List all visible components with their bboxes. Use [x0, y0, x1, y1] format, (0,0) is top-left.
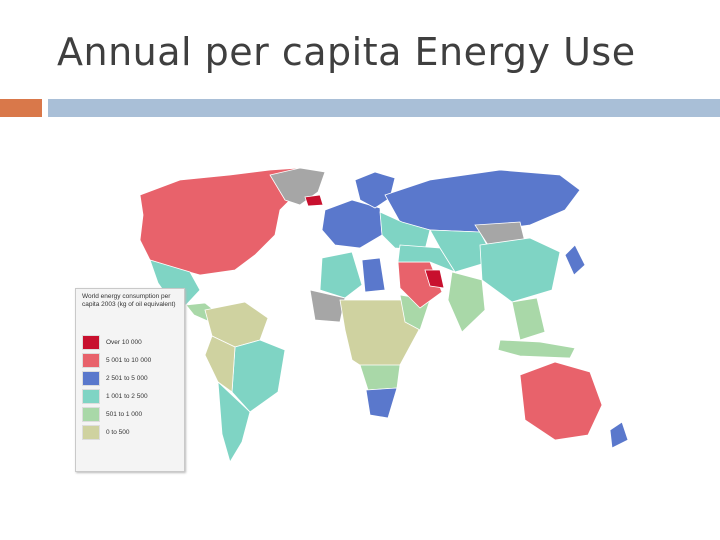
legend-list: Over 10 000 5 001 to 10 000 2 501 to 5 0…: [82, 333, 151, 441]
legend-swatch: [82, 406, 100, 422]
legend-label: Over 10 000: [106, 338, 142, 346]
legend-swatch: [82, 334, 100, 350]
region-sahara: [309, 289, 346, 323]
region-canada-usa: [139, 167, 301, 276]
region-gulf-states: [424, 269, 445, 289]
world-map: World energy consumption per capita 2003…: [0, 150, 720, 480]
legend-label: 501 to 1 000: [106, 410, 143, 418]
legend-swatch: [82, 388, 100, 404]
legend-swatch: [82, 352, 100, 368]
region-libya: [361, 257, 386, 293]
legend-label: 1 001 to 2 500: [106, 392, 148, 400]
map-legend: World energy consumption per capita 2003…: [75, 288, 185, 472]
region-greenland: [269, 167, 326, 206]
legend-item: 5 001 to 10 000: [82, 351, 151, 369]
legend-swatch: [82, 424, 100, 440]
region-western-europe: [321, 199, 383, 249]
region-north-africa: [319, 251, 363, 299]
region-south-africa: [365, 387, 398, 419]
region-andes-west: [204, 335, 236, 393]
region-india-south-asia: [447, 271, 486, 333]
region-australia: [519, 361, 603, 441]
region-middle-east: [397, 244, 456, 273]
region-iceland: [304, 194, 324, 207]
legend-swatch: [82, 370, 100, 386]
region-southeast-asia: [511, 297, 546, 341]
legend-label: 0 to 500: [106, 428, 130, 436]
region-central-asia: [429, 229, 496, 273]
legend-label: 2 501 to 5 000: [106, 374, 148, 382]
legend-item: 501 to 1 000: [82, 405, 151, 423]
region-japan: [564, 244, 586, 276]
legend-item: Over 10 000: [82, 333, 151, 351]
region-argentina-chile: [217, 381, 251, 463]
title-rule-accent: [0, 99, 42, 117]
region-new-zealand: [609, 421, 629, 449]
legend-item: 2 501 to 5 000: [82, 369, 151, 387]
slide-title: Annual per capita Energy Use: [57, 30, 636, 74]
region-indonesia: [497, 339, 576, 359]
legend-item: 1 001 to 2 500: [82, 387, 151, 405]
legend-item: 0 to 500: [82, 423, 151, 441]
legend-title: World energy consumption per capita 2003…: [82, 293, 176, 308]
legend-label: 5 001 to 10 000: [106, 356, 152, 364]
title-rule-bar: [48, 99, 720, 117]
